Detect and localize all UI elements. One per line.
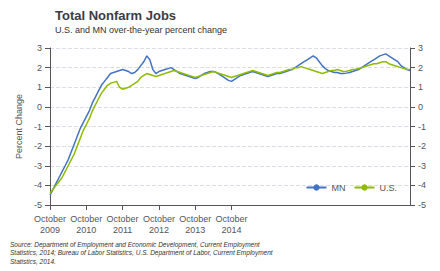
svg-text:Total Nonfarm Jobs: Total Nonfarm Jobs: [55, 8, 176, 23]
svg-text:October: October: [34, 214, 66, 224]
svg-text:-3: -3: [418, 161, 426, 171]
svg-text:Percent Change: Percent Change: [14, 94, 24, 159]
svg-text:-2: -2: [418, 141, 426, 151]
svg-text:-5: -5: [418, 200, 426, 210]
svg-text:-4: -4: [34, 180, 42, 190]
svg-text:-3: -3: [34, 161, 42, 171]
svg-text:2013: 2013: [185, 225, 205, 235]
svg-text:1: 1: [37, 82, 42, 92]
svg-text:October: October: [107, 214, 139, 224]
svg-text:0: 0: [418, 102, 423, 112]
svg-text:2010: 2010: [76, 225, 96, 235]
svg-text:2009: 2009: [40, 225, 60, 235]
svg-text:MN: MN: [332, 183, 346, 193]
svg-text:October: October: [179, 214, 211, 224]
svg-text:2012: 2012: [149, 225, 169, 235]
svg-text:Statistics, 2014.: Statistics, 2014.: [10, 258, 56, 265]
svg-text:October: October: [70, 214, 102, 224]
svg-text:0: 0: [37, 102, 42, 112]
svg-text:October: October: [216, 214, 248, 224]
svg-text:3: 3: [418, 43, 423, 53]
svg-text:2014: 2014: [221, 225, 241, 235]
svg-text:-2: -2: [34, 141, 42, 151]
svg-text:2011: 2011: [113, 225, 132, 235]
svg-text:-1: -1: [34, 122, 42, 132]
svg-text:U.S.: U.S.: [379, 183, 397, 193]
svg-text:3: 3: [37, 43, 42, 53]
svg-text:Source: Department of Employme: Source: Department of Employment and Eco…: [10, 241, 261, 249]
svg-text:-1: -1: [418, 122, 426, 132]
svg-text:2: 2: [418, 63, 423, 73]
svg-text:-5: -5: [34, 200, 42, 210]
svg-text:Statistics, 2014; Bureau of La: Statistics, 2014; Bureau of Labor Statis…: [10, 249, 274, 257]
svg-text:2: 2: [37, 63, 42, 73]
svg-text:U.S. and MN over-the-year perc: U.S. and MN over-the-year percent change: [55, 25, 227, 35]
svg-text:October: October: [143, 214, 175, 224]
svg-text:1: 1: [418, 82, 423, 92]
svg-text:-4: -4: [418, 180, 426, 190]
